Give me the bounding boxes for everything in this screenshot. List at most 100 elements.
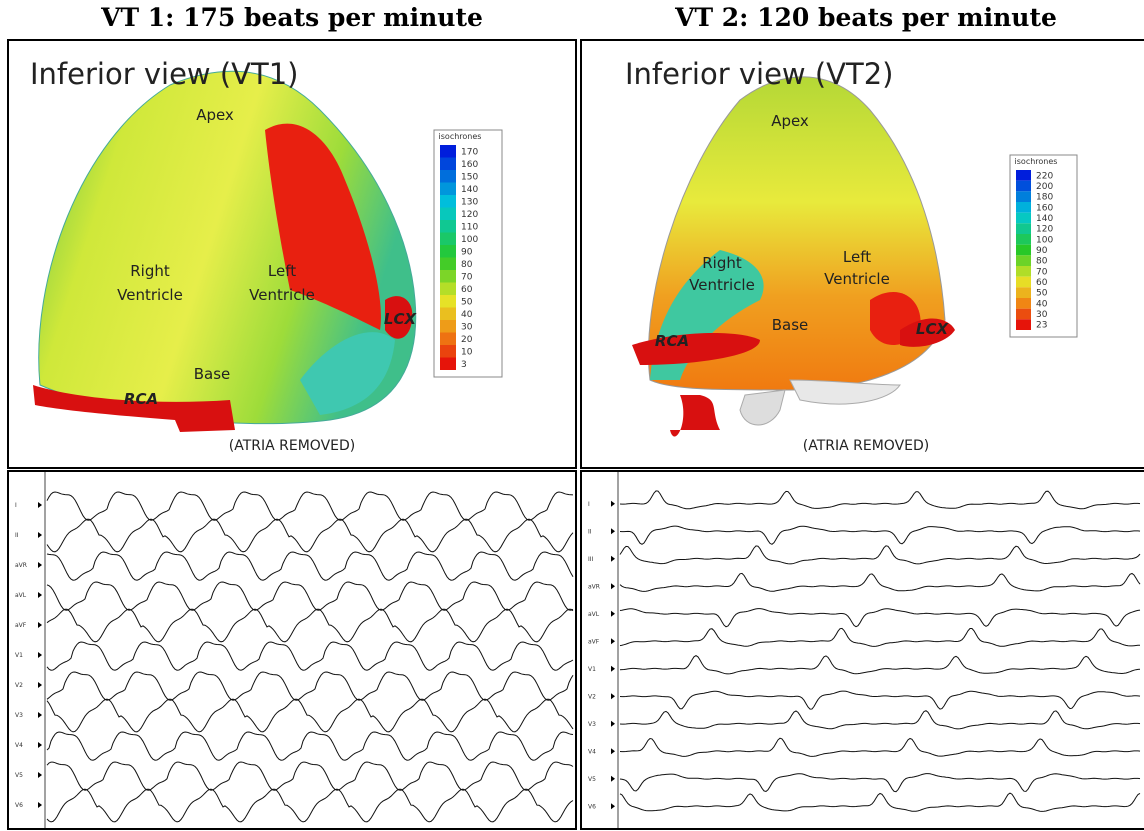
legend-tick: 80 <box>461 260 473 270</box>
lead-marker <box>38 592 42 598</box>
legend-tick: 23 <box>1036 321 1047 331</box>
legend-swatch <box>1016 298 1031 309</box>
legend-swatch <box>440 320 456 333</box>
ecg-frame <box>7 470 577 830</box>
ecg-trace <box>46 698 574 733</box>
legend-tick: 220 <box>1036 171 1053 181</box>
legend-swatch <box>440 257 456 270</box>
lead-marker <box>38 772 42 778</box>
legend-tick: 100 <box>1036 235 1053 245</box>
ecg-trace <box>46 731 574 761</box>
ecg-trace <box>619 655 1141 675</box>
ecg-trace <box>46 671 574 701</box>
legend-swatch <box>440 195 456 208</box>
anatomy-label: Base <box>194 365 231 383</box>
ecg-frame <box>580 470 1144 830</box>
legend-tick: 120 <box>1036 225 1053 235</box>
ecg-trace <box>619 773 1141 793</box>
lead-marker <box>611 638 615 645</box>
legend-swatch <box>440 182 456 195</box>
anatomy-label: Left <box>843 248 871 266</box>
legend-swatch <box>440 345 456 358</box>
lead-label: V6 <box>588 803 596 810</box>
heart-map <box>632 76 955 437</box>
lead-label: II <box>588 528 592 535</box>
legend-tick: 60 <box>1036 278 1048 288</box>
lead-label: aVF <box>15 622 27 629</box>
ecg-trace <box>46 491 574 521</box>
legend-swatch <box>440 332 456 345</box>
view-title: Inferior view (VT2) <box>625 57 893 91</box>
ecg-trace <box>46 518 574 553</box>
view-title: Inferior view (VT1) <box>30 57 298 91</box>
legend-swatch <box>440 220 456 233</box>
lead-label: V3 <box>588 721 596 728</box>
panel-frame <box>580 39 1144 469</box>
lead-label: I <box>588 501 590 508</box>
lead-label: V1 <box>15 652 23 659</box>
legend-tick: 120 <box>461 210 478 220</box>
legend-tick: 30 <box>1036 310 1048 320</box>
legend-tick: 160 <box>1036 203 1053 213</box>
legend-swatch <box>1016 212 1031 224</box>
legend-swatch <box>1016 276 1031 288</box>
lead-label: I <box>15 502 17 509</box>
legend-tick: 60 <box>461 285 473 295</box>
ecg-trace <box>619 525 1141 545</box>
ecg-trace <box>46 551 574 581</box>
lead-label: II <box>15 532 19 539</box>
legend-tick: 90 <box>461 247 473 257</box>
legend-swatch <box>440 207 456 220</box>
lead-label: aVL <box>588 611 600 618</box>
lead-marker <box>611 803 615 810</box>
lead-label: V5 <box>15 772 23 779</box>
anatomy-label: Apex <box>196 106 234 124</box>
legend-swatch <box>440 270 456 283</box>
legend-tick: 20 <box>461 335 473 345</box>
legend-tick: 100 <box>461 235 478 245</box>
legend-swatch <box>1016 191 1031 202</box>
footer-note: (ATRIA REMOVED) <box>229 438 355 454</box>
anatomy-label: LCX <box>916 320 950 338</box>
lead-marker <box>611 528 615 535</box>
legend-tick: 150 <box>461 172 478 182</box>
lead-marker <box>38 532 42 538</box>
legend-tick: 80 <box>1036 257 1048 267</box>
legend-tick: 160 <box>461 160 478 170</box>
lead-marker <box>38 622 42 628</box>
legend-swatch <box>440 232 456 245</box>
footer-note: (ATRIA REMOVED) <box>803 438 929 454</box>
legend-swatch <box>440 170 456 183</box>
lead-marker <box>611 693 615 700</box>
legend-swatch <box>1016 308 1031 320</box>
ecg-trace <box>46 581 574 611</box>
lead-marker <box>38 712 42 718</box>
lead-marker <box>611 775 615 782</box>
legend-swatch <box>440 295 456 308</box>
lead-label: V3 <box>15 712 23 719</box>
anatomy-label: Ventricle <box>689 276 755 294</box>
heart-map <box>33 70 417 432</box>
legend-swatch <box>1016 180 1031 192</box>
legend-swatch <box>440 145 456 158</box>
panel-frame <box>7 39 577 469</box>
panel-title: VT 2: 120 beats per minute <box>674 3 1057 32</box>
lead-marker <box>611 665 615 672</box>
ecg-trace <box>46 641 574 671</box>
anatomy-label: LCX <box>384 310 418 328</box>
lead-label: aVR <box>588 583 600 590</box>
ecg-trace <box>619 710 1141 730</box>
legend-tick: 110 <box>461 222 478 232</box>
anatomy-label: RCA <box>655 332 689 350</box>
legend-tick: 70 <box>461 272 473 282</box>
legend-tick: 170 <box>461 147 478 157</box>
lead-marker <box>611 500 615 507</box>
lead-label: V4 <box>15 742 23 749</box>
lead-label: V5 <box>588 776 596 783</box>
anatomy-label: RCA <box>124 390 158 408</box>
lead-label: aVL <box>15 592 27 599</box>
legend-swatch <box>440 357 456 370</box>
anatomy-label: Apex <box>771 112 809 130</box>
anatomy-label: Ventricle <box>117 286 183 304</box>
